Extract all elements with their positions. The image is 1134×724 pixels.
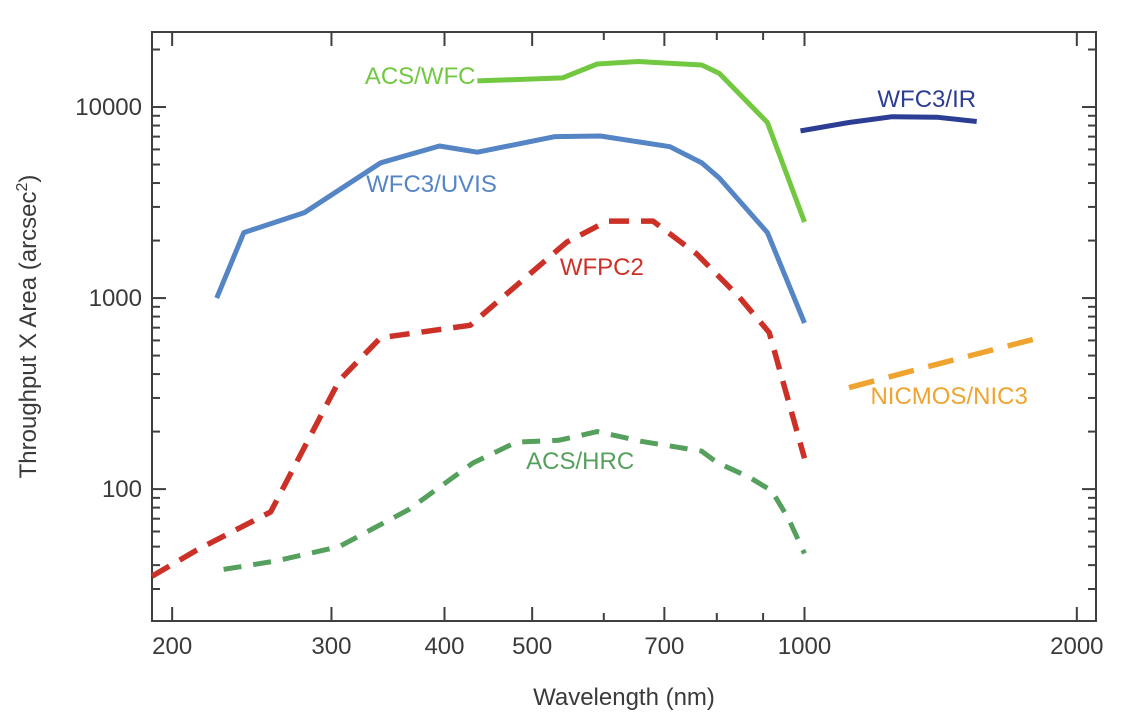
x-axis-tick-label: 700 xyxy=(644,633,684,660)
series-line-wfc3-uvis xyxy=(214,133,807,324)
series-line-nicmos-nic3 xyxy=(848,335,1041,391)
x-axis-tick-label: 1000 xyxy=(778,633,831,660)
series-line-acs-hrc xyxy=(223,429,807,572)
series-label-nicmos-nic3: NICMOS/NIC3 xyxy=(870,383,1027,410)
series-label-acs-hrc: ACS/HRC xyxy=(526,448,634,475)
series-label-wfc3-ir: WFC3/IR xyxy=(877,86,976,113)
x-axis-tick-label: 500 xyxy=(512,633,552,660)
x-axis-title: Wavelength (nm) xyxy=(533,684,715,711)
y-axis-tick-label: 100 xyxy=(102,476,142,503)
x-axis-tick-label: 400 xyxy=(424,633,464,660)
series-line-wfpc2 xyxy=(150,218,808,579)
series-line-wfc3-ir xyxy=(800,114,977,134)
x-axis-tick-label: 300 xyxy=(311,633,351,660)
y-axis-tick-label: 10000 xyxy=(75,94,142,121)
series-line-acs-wfc xyxy=(477,59,807,223)
y-axis-title: Throughput X Area (arcsec2) xyxy=(14,175,42,479)
x-axis-tick-label: 200 xyxy=(152,633,192,660)
series-label-wfc3-uvis: WFC3/UVIS xyxy=(366,171,497,198)
series-label-wfpc2: WFPC2 xyxy=(560,254,644,281)
plot-frame xyxy=(151,31,1097,622)
x-axis-tick-label: 2000 xyxy=(1050,633,1103,660)
y-axis-tick-label: 1000 xyxy=(89,285,142,312)
series-label-acs-wfc: ACS/WFC xyxy=(365,63,476,90)
